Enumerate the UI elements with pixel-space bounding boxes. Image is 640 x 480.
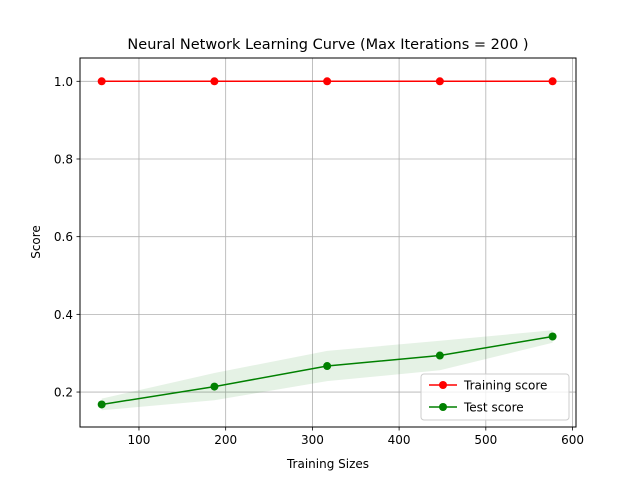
x-tick-label: 200	[214, 433, 237, 447]
legend: Training score Test score	[420, 373, 570, 421]
legend-box	[420, 373, 570, 421]
chart-title: Neural Network Learning Curve (Max Itera…	[127, 37, 528, 53]
legend-test-score-label: Test score	[463, 401, 524, 415]
training-score-point	[435, 77, 444, 86]
legend-training-score-label: Training score	[463, 379, 547, 393]
y-tick-label: 1.0	[54, 75, 73, 89]
training-score-point	[323, 77, 332, 86]
test-score-point	[548, 332, 557, 341]
y-tick-label: 0.8	[54, 152, 73, 166]
x-tick-label: 400	[388, 433, 411, 447]
test-score-point	[323, 362, 332, 371]
x-tick-label: 600	[561, 433, 584, 447]
legend-test-score-marker	[439, 403, 447, 411]
x-axis-label: Training Sizes	[286, 457, 369, 471]
plot-area-frame	[79, 57, 577, 428]
series-lines	[97, 77, 557, 409]
test-score-point	[435, 351, 444, 360]
y-tick-label: 0.2	[54, 386, 73, 400]
legend-training-score-marker	[439, 381, 447, 389]
y-tick-label: 0.6	[54, 230, 73, 244]
test-score-point	[210, 382, 219, 391]
x-tick-label: 300	[301, 433, 324, 447]
test-score-point	[97, 400, 106, 409]
training-score-point	[97, 77, 106, 86]
y-tick-label: 0.4	[54, 308, 73, 322]
axis-ticks: 100 200 300 400 500 600 0.2 0.4 0.6 0.8 1.0	[54, 75, 584, 447]
training-score-point	[210, 77, 219, 86]
training-score-point	[548, 77, 557, 86]
x-tick-label: 500	[474, 433, 497, 447]
y-axis-label: Score	[29, 225, 43, 259]
x-tick-label: 100	[128, 433, 151, 447]
